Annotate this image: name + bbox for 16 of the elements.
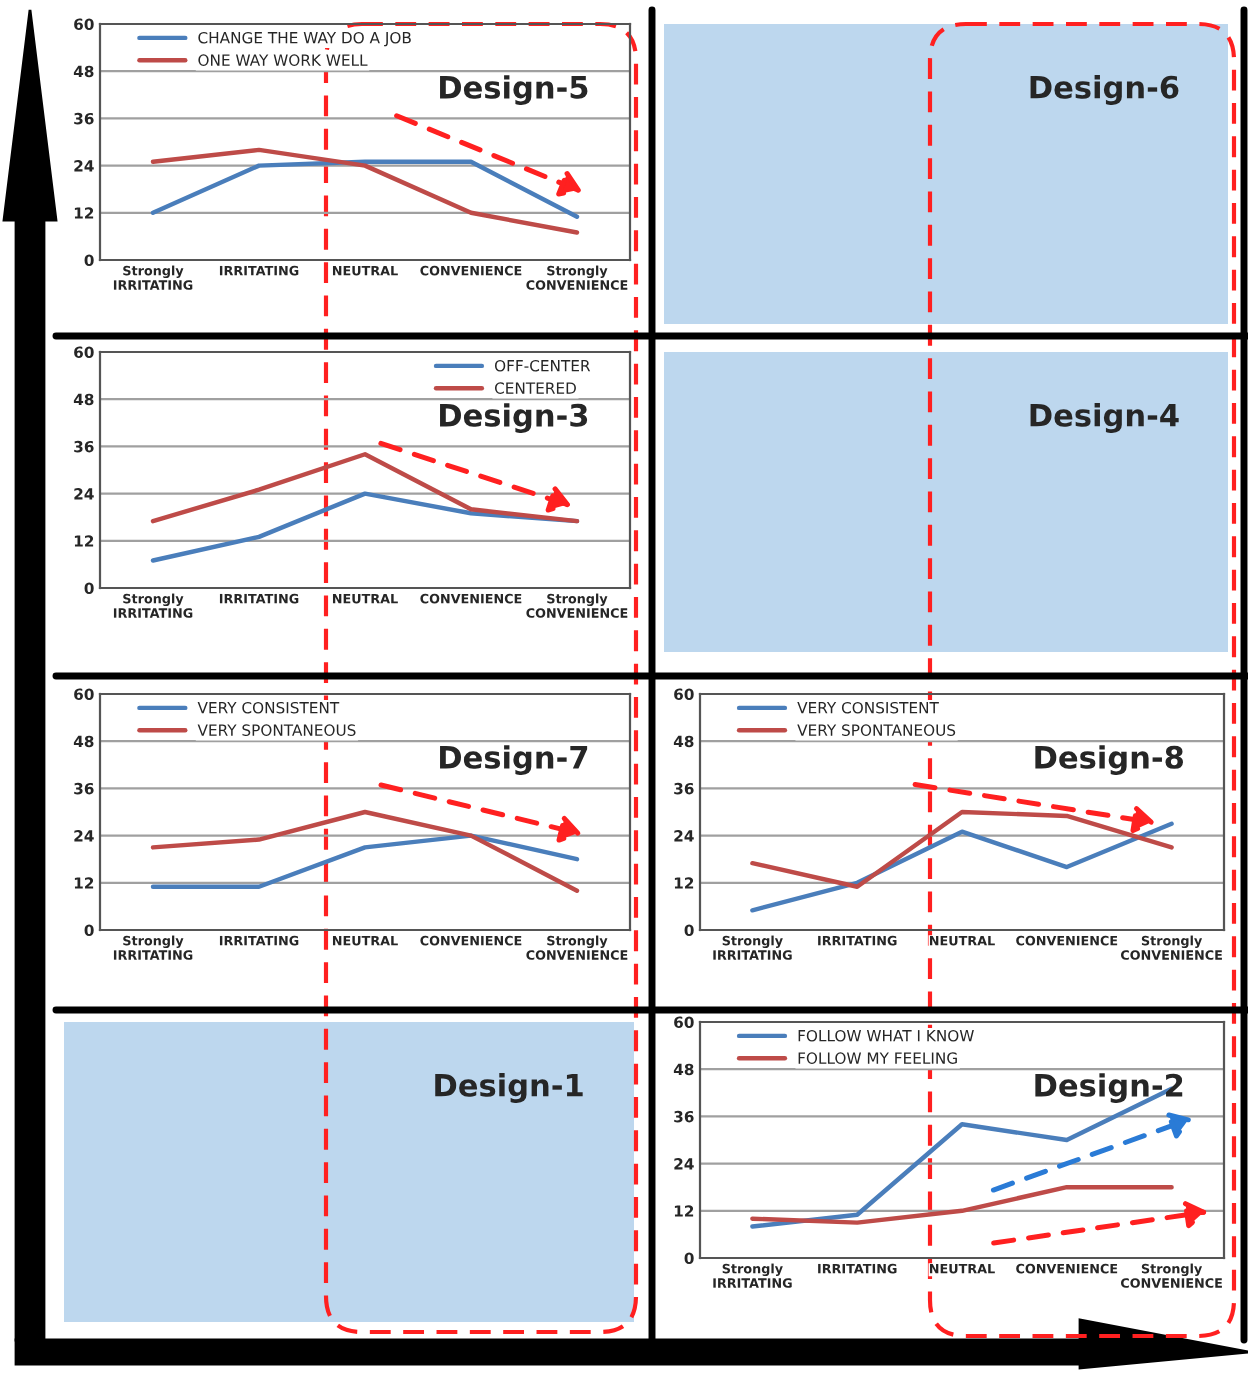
text: Design-3 xyxy=(440,403,588,433)
text: Design-5 xyxy=(440,75,588,105)
line-series xyxy=(150,809,580,893)
line-series xyxy=(750,821,1174,913)
text: Design-2 xyxy=(1035,1073,1183,1103)
line-series xyxy=(150,159,580,219)
text: Design-6 xyxy=(1030,75,1179,105)
line-series xyxy=(150,452,580,524)
line-series xyxy=(150,833,580,889)
line-series xyxy=(150,147,580,235)
line-series xyxy=(750,809,1174,889)
text: Design-4 xyxy=(1030,403,1179,433)
line-series xyxy=(750,1184,1174,1225)
text: Design-8 xyxy=(1035,745,1183,775)
text: Design-1 xyxy=(435,1073,583,1103)
text: Design-7 xyxy=(440,745,588,775)
